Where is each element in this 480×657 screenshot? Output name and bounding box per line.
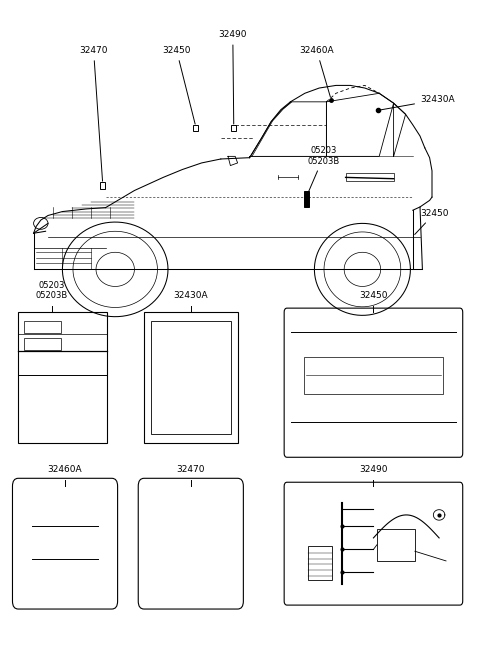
Text: 05203
05203B: 05203 05203B xyxy=(36,281,68,300)
Bar xyxy=(24,321,61,333)
Text: 32450: 32450 xyxy=(415,209,448,235)
Bar xyxy=(151,321,231,434)
Bar xyxy=(308,546,332,581)
FancyBboxPatch shape xyxy=(138,478,243,609)
Text: 32470: 32470 xyxy=(177,465,205,474)
Text: 32460A: 32460A xyxy=(48,465,83,474)
Text: 32460A: 32460A xyxy=(300,46,334,97)
Text: 32490: 32490 xyxy=(359,465,388,474)
Bar xyxy=(18,312,107,443)
FancyBboxPatch shape xyxy=(12,478,118,609)
Text: 32450: 32450 xyxy=(359,291,388,300)
Bar xyxy=(144,312,238,443)
Text: 32450: 32450 xyxy=(162,46,195,124)
Text: 32430A: 32430A xyxy=(381,95,455,110)
FancyBboxPatch shape xyxy=(284,482,463,605)
Ellipse shape xyxy=(34,217,48,229)
Bar xyxy=(304,191,309,207)
Bar xyxy=(377,529,415,561)
FancyBboxPatch shape xyxy=(284,308,463,457)
Bar xyxy=(304,357,443,394)
Text: 32490: 32490 xyxy=(218,30,247,124)
Bar xyxy=(100,182,105,189)
Text: 32430A: 32430A xyxy=(173,291,208,300)
Bar xyxy=(231,125,236,131)
Bar xyxy=(24,338,61,350)
Text: 32470: 32470 xyxy=(79,46,108,181)
Text: 05203
05203B: 05203 05203B xyxy=(307,146,340,194)
Bar xyxy=(193,125,198,131)
Bar xyxy=(346,173,394,181)
